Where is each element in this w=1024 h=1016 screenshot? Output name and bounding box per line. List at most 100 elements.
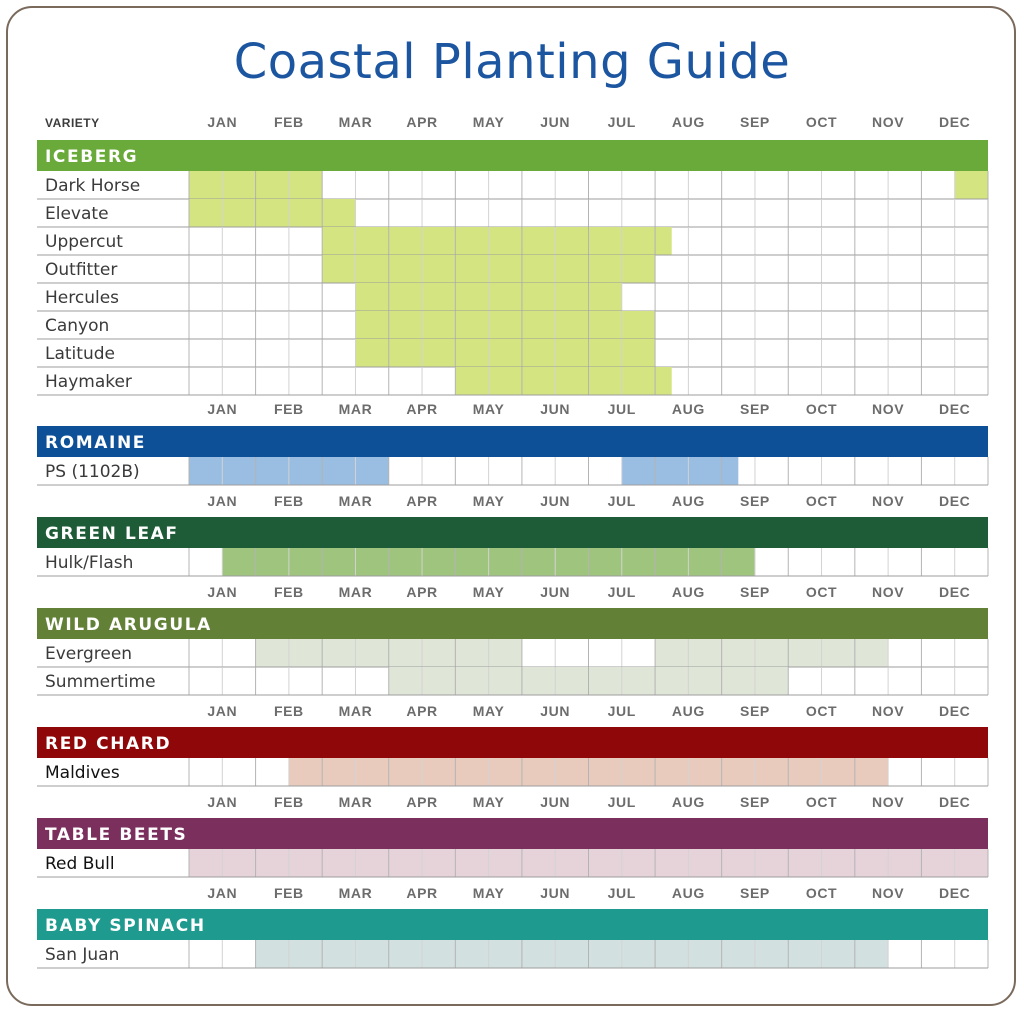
month-label-dec: DEC: [939, 794, 970, 810]
variety-label-summertime: Summertime: [45, 672, 156, 692]
planting-bar-elevate-1: [189, 199, 356, 227]
variety-label-elevate: Elevate: [45, 204, 109, 224]
variety-label-uppercut: Uppercut: [45, 232, 123, 252]
month-label-sep: SEP: [740, 703, 770, 719]
month-label-aug: AUG: [672, 584, 705, 600]
month-label-sep: SEP: [740, 584, 770, 600]
month-label-feb: FEB: [274, 493, 304, 509]
month-label-mar: MAR: [339, 703, 373, 719]
month-label-oct: OCT: [806, 114, 837, 130]
month-label-sep: SEP: [740, 401, 770, 417]
month-label-apr: APR: [406, 401, 437, 417]
month-label-jun: JUN: [540, 794, 570, 810]
section-bar-table-beets: [37, 818, 988, 849]
month-label-sep: SEP: [740, 493, 770, 509]
month-label-may: MAY: [473, 584, 505, 600]
section-bar-romaine: [37, 426, 988, 457]
month-label-jan: JAN: [207, 493, 237, 509]
month-label-jun: JUN: [540, 584, 570, 600]
month-label-jul: JUL: [608, 794, 636, 810]
month-label-mar: MAR: [339, 794, 373, 810]
month-label-dec: DEC: [939, 401, 970, 417]
month-label-aug: AUG: [672, 493, 705, 509]
planting-bar-latitude-1: [355, 339, 656, 367]
section-label-iceberg: ICEBERG: [45, 147, 138, 167]
month-label-feb: FEB: [274, 703, 304, 719]
month-label-jan: JAN: [207, 703, 237, 719]
month-label-feb: FEB: [274, 401, 304, 417]
section-label-red-chard: RED CHARD: [45, 734, 171, 754]
month-label-may: MAY: [473, 794, 505, 810]
month-label-jul: JUL: [608, 703, 636, 719]
month-label-feb: FEB: [274, 885, 304, 901]
month-label-jun: JUN: [540, 885, 570, 901]
month-label-apr: APR: [406, 114, 437, 130]
section-bar-red-chard: [37, 727, 988, 758]
variety-label-evergreen: Evergreen: [45, 644, 132, 664]
month-label-dec: DEC: [939, 703, 970, 719]
planting-bar-haymaker-1: [455, 367, 672, 395]
month-label-oct: OCT: [806, 401, 837, 417]
month-label-jan: JAN: [207, 584, 237, 600]
month-label-dec: DEC: [939, 584, 970, 600]
month-label-may: MAY: [473, 885, 505, 901]
month-label-nov: NOV: [872, 885, 904, 901]
month-label-may: MAY: [473, 703, 505, 719]
month-label-mar: MAR: [339, 584, 373, 600]
month-label-sep: SEP: [740, 794, 770, 810]
month-label-apr: APR: [406, 584, 437, 600]
month-label-dec: DEC: [939, 114, 970, 130]
section-bar-wild-arugula: [37, 608, 988, 639]
month-label-oct: OCT: [806, 493, 837, 509]
month-label-mar: MAR: [339, 401, 373, 417]
variety-label-maldives: Maldives: [45, 763, 120, 783]
month-label-mar: MAR: [339, 114, 373, 130]
planting-bar-uppercut-1: [322, 227, 672, 255]
month-label-oct: OCT: [806, 794, 837, 810]
variety-label-dark-horse: Dark Horse: [45, 176, 140, 196]
month-label-feb: FEB: [274, 584, 304, 600]
variety-label-canyon: Canyon: [45, 316, 109, 336]
month-label-nov: NOV: [872, 401, 904, 417]
month-label-dec: DEC: [939, 493, 970, 509]
month-label-jun: JUN: [540, 493, 570, 509]
month-label-nov: NOV: [872, 703, 904, 719]
planting-bar-canyon-1: [355, 311, 656, 339]
card-frame: [6, 6, 1016, 1006]
month-label-jul: JUL: [608, 493, 636, 509]
variety-label-hercules: Hercules: [45, 288, 119, 308]
variety-label-latitude: Latitude: [45, 344, 115, 364]
variety-label-hulk-flash: Hulk/Flash: [45, 553, 133, 573]
month-label-sep: SEP: [740, 114, 770, 130]
month-label-apr: APR: [406, 703, 437, 719]
month-label-apr: APR: [406, 885, 437, 901]
section-label-wild-arugula: WILD ARUGULA: [45, 615, 212, 635]
month-label-may: MAY: [473, 401, 505, 417]
month-label-jul: JUL: [608, 885, 636, 901]
variety-label-outfitter: Outfitter: [45, 260, 117, 280]
month-label-may: MAY: [473, 493, 505, 509]
month-label-nov: NOV: [872, 114, 904, 130]
month-label-nov: NOV: [872, 794, 904, 810]
month-label-jul: JUL: [608, 114, 636, 130]
section-bar-iceberg: [37, 140, 988, 171]
month-label-feb: FEB: [274, 114, 304, 130]
month-label-jan: JAN: [207, 114, 237, 130]
month-label-apr: APR: [406, 493, 437, 509]
month-label-mar: MAR: [339, 885, 373, 901]
variety-column-header: VARIETY: [45, 116, 100, 130]
planting-bar-san-juan-1: [255, 940, 889, 968]
month-label-aug: AUG: [672, 114, 705, 130]
variety-label-haymaker: Haymaker: [45, 372, 132, 392]
section-label-table-beets: TABLE BEETS: [45, 825, 187, 845]
month-label-oct: OCT: [806, 885, 837, 901]
month-label-oct: OCT: [806, 703, 837, 719]
month-label-nov: NOV: [872, 584, 904, 600]
month-label-aug: AUG: [672, 885, 705, 901]
month-label-dec: DEC: [939, 885, 970, 901]
month-label-apr: APR: [406, 794, 437, 810]
month-label-may: MAY: [473, 114, 505, 130]
month-label-feb: FEB: [274, 794, 304, 810]
section-bar-green-leaf: [37, 517, 988, 548]
